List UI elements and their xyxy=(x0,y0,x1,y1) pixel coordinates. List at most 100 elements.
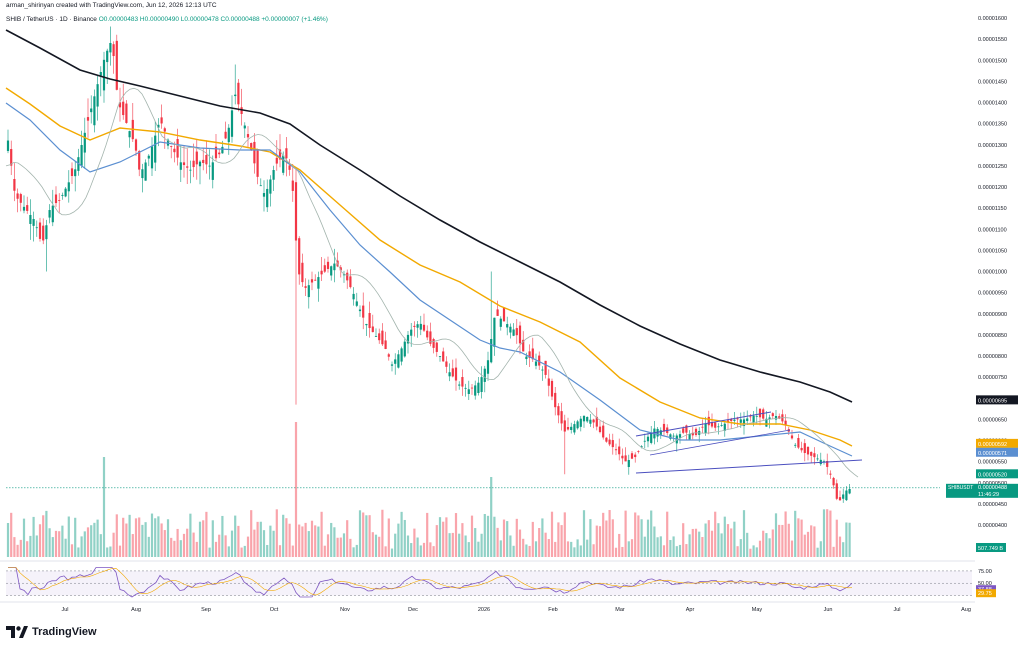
candle-body xyxy=(157,124,160,128)
candle-body xyxy=(445,361,448,367)
volume-bar xyxy=(803,534,806,557)
volume-bar xyxy=(547,539,550,557)
candle-body xyxy=(35,227,38,229)
candle-body xyxy=(333,263,336,271)
candle-body xyxy=(301,262,304,283)
volume-bar xyxy=(342,533,346,557)
candle-body xyxy=(256,150,259,177)
volume-bar xyxy=(83,531,86,557)
volume-bar xyxy=(525,544,528,557)
volume-bar xyxy=(646,519,650,557)
volume-bar xyxy=(704,523,707,557)
volume-bar xyxy=(230,530,234,557)
candle-body xyxy=(387,354,390,357)
volume-bar xyxy=(730,528,733,557)
candle-body xyxy=(29,214,32,224)
volume-bar xyxy=(467,542,470,557)
x-tick-label: Sep xyxy=(201,607,211,613)
volume-bar xyxy=(576,539,579,557)
volume-bar xyxy=(32,516,35,557)
candle-body xyxy=(611,440,614,448)
candle-body xyxy=(320,270,323,275)
volume-bar xyxy=(381,509,384,557)
volume-bar xyxy=(42,515,45,557)
volume-bar xyxy=(742,510,746,557)
volume-bar xyxy=(486,515,490,557)
candle-body xyxy=(118,102,122,108)
volume-bar xyxy=(403,519,406,557)
volume-bar xyxy=(656,537,659,557)
candle-body xyxy=(733,419,736,421)
volume-bar xyxy=(138,517,141,557)
volume-bar xyxy=(195,541,198,557)
volume-bar xyxy=(272,530,275,557)
candle-body xyxy=(566,427,570,430)
volume-bar xyxy=(464,535,467,557)
volume-bar xyxy=(93,522,96,557)
candle-body xyxy=(317,277,320,289)
x-tick-label: Jul xyxy=(61,607,68,613)
candle-body xyxy=(605,437,608,442)
candle-body xyxy=(54,194,58,204)
candle-body xyxy=(704,423,707,434)
candle-body xyxy=(67,182,70,192)
volume-bar xyxy=(682,523,685,557)
volume-bar xyxy=(240,547,243,557)
volume-bar xyxy=(282,514,285,557)
candle-body xyxy=(557,406,560,416)
channel-lower xyxy=(635,459,863,474)
volume-bar xyxy=(528,545,531,557)
candle-body xyxy=(730,419,733,421)
volume-bar xyxy=(438,517,442,557)
candle-body xyxy=(848,488,851,494)
volume-bar xyxy=(224,535,227,557)
candle-body xyxy=(790,435,794,439)
volume-bar xyxy=(384,546,387,557)
volume-bar xyxy=(320,511,323,557)
candle-body xyxy=(656,428,659,437)
volume-bar xyxy=(253,529,256,557)
volume-bar xyxy=(698,531,701,557)
candle-body xyxy=(547,378,550,386)
volume-bar xyxy=(614,547,618,557)
volume-bar xyxy=(678,544,682,557)
volume-bar xyxy=(125,523,128,557)
ma200-line xyxy=(5,29,853,403)
y-tick-label: 0.00000650 xyxy=(978,417,1007,423)
candle-body xyxy=(234,94,237,97)
volume-bar xyxy=(141,524,144,557)
tradingview-logo[interactable]: TradingView xyxy=(6,626,97,638)
y-tick-label: 0.00000500 xyxy=(978,481,1007,487)
candle-body xyxy=(355,301,358,306)
y-tick-label: 0.00001350 xyxy=(978,122,1007,128)
volume-bar xyxy=(502,519,506,557)
x-tick-label: Apr xyxy=(686,607,695,613)
volume-bar xyxy=(448,533,451,557)
candle-body xyxy=(762,409,765,419)
candle-body xyxy=(16,193,19,199)
volume-bar xyxy=(122,517,125,557)
volume-bar xyxy=(51,537,54,557)
volume-bar xyxy=(144,522,147,557)
y-tick-label: 0.00001400 xyxy=(978,101,1007,107)
candle-body xyxy=(208,165,211,167)
x-tick-label: May xyxy=(752,607,763,613)
candle-body xyxy=(602,425,605,438)
candle-body xyxy=(374,336,378,337)
rsi-tag-text: 29.75 xyxy=(978,591,992,597)
volume-bar xyxy=(234,515,237,557)
candle-body xyxy=(650,432,653,443)
candle-body xyxy=(464,387,467,389)
candle-body xyxy=(362,305,365,318)
volume-bar xyxy=(726,524,730,557)
volume-bar xyxy=(278,545,282,557)
volume-bar xyxy=(374,534,378,557)
volume-bar xyxy=(294,422,298,557)
candle-body xyxy=(752,415,755,423)
candle-body xyxy=(701,426,704,428)
candle-body xyxy=(147,155,150,159)
candle-body xyxy=(771,413,774,417)
candle-body xyxy=(192,160,195,168)
candle-body xyxy=(307,285,310,298)
